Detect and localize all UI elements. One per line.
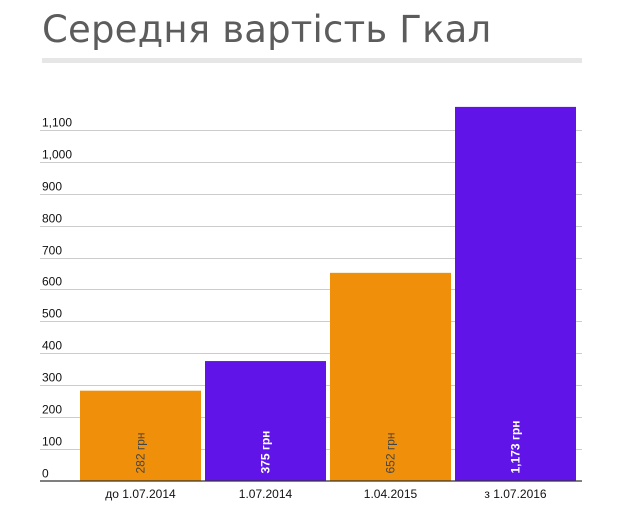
bar <box>455 106 576 481</box>
title-divider <box>42 58 582 63</box>
y-tick-label: 1,100 <box>42 116 72 130</box>
y-tick-label: 1,000 <box>42 148 72 162</box>
y-tick-label: 700 <box>42 244 62 258</box>
y-tick-label: 900 <box>42 180 62 194</box>
chart-title: Середня вартість Гкал <box>42 8 492 51</box>
y-tick-label: 300 <box>42 371 62 385</box>
bar <box>330 272 451 481</box>
y-tick-label: 500 <box>42 307 62 321</box>
data-label: 1,173 грн <box>509 421 523 474</box>
x-category-label: до 1.07.2014 <box>105 487 176 501</box>
data-label: 375 грн <box>259 431 273 474</box>
x-category-label: з 1.07.2016 <box>484 487 547 501</box>
y-tick-label: 200 <box>42 403 62 417</box>
x-category-label: 1.04.2015 <box>364 487 418 501</box>
y-tick-label: 600 <box>42 275 62 289</box>
x-category-label: 1.07.2014 <box>239 487 293 501</box>
data-label: 652 грн <box>384 432 398 473</box>
y-tick-label: 800 <box>42 212 62 226</box>
bar <box>205 361 326 481</box>
y-tick-label: 400 <box>42 339 62 353</box>
data-label: 282 грн <box>134 432 148 473</box>
y-tick-label: 0 <box>42 467 49 481</box>
bar <box>80 390 201 481</box>
y-tick-label: 100 <box>42 435 62 449</box>
